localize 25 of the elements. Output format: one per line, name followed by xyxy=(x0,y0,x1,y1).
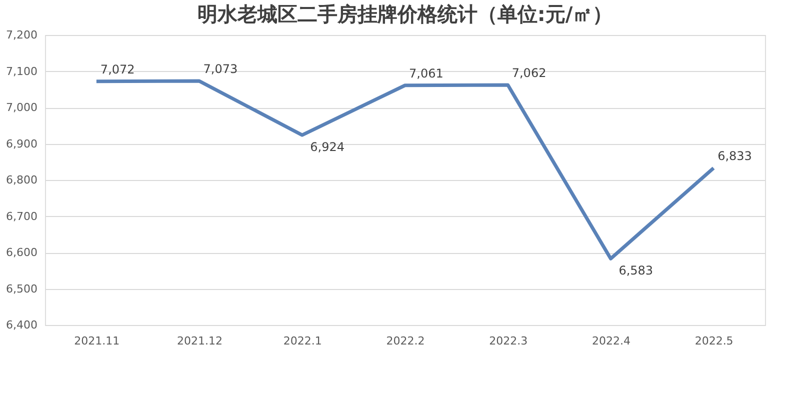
chart-title: 明水老城区二手房挂牌价格统计（单位:元/㎡） xyxy=(197,2,613,26)
data-label: 7,073 xyxy=(203,62,238,76)
x-tick-label: 2022.5 xyxy=(694,334,734,348)
x-tick-label: 2021.12 xyxy=(177,334,223,348)
x-tick-label: 2022.3 xyxy=(489,334,528,348)
x-tick-label: 2022.2 xyxy=(386,334,425,348)
y-tick-label: 7,100 xyxy=(6,64,38,78)
data-label: 6,924 xyxy=(310,140,344,154)
data-label: 7,062 xyxy=(512,66,546,80)
x-tick-label: 2022.4 xyxy=(592,334,630,348)
data-label: 7,072 xyxy=(100,62,135,76)
y-tick-label: 6,500 xyxy=(6,282,38,296)
y-tick-label: 6,900 xyxy=(6,137,38,150)
data-label: 6,833 xyxy=(718,149,752,164)
data-label: 7,061 xyxy=(409,66,444,80)
line-series xyxy=(94,79,716,260)
y-tick-label: 6,800 xyxy=(6,174,38,186)
y-tick-label: 7,200 xyxy=(6,28,38,42)
y-tick-label: 6,700 xyxy=(6,210,38,223)
y-tick-label: 6,400 xyxy=(6,318,38,332)
y-tick-label: 7,000 xyxy=(6,101,38,114)
data-label: 6,583 xyxy=(618,264,654,278)
x-tick-label: 2021.11 xyxy=(74,334,120,348)
x-tick-label: 2022.1 xyxy=(283,334,322,348)
y-tick-label: 6,600 xyxy=(6,246,38,259)
